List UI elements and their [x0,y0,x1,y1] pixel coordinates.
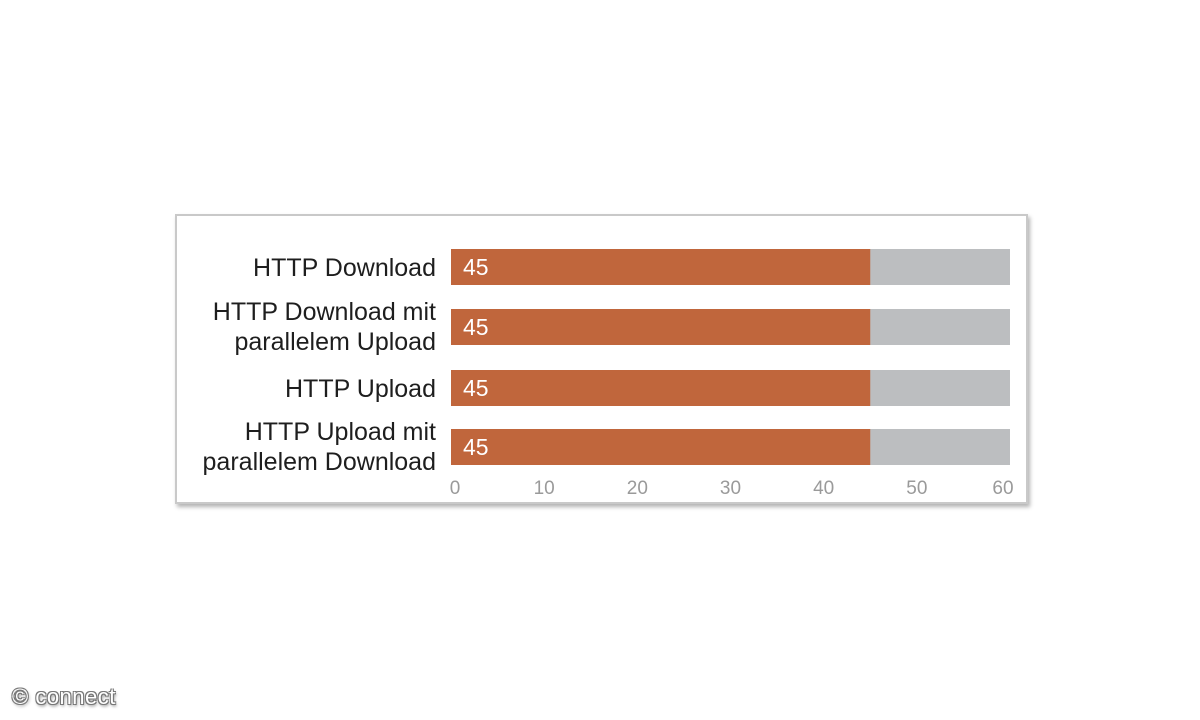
x-tick-label: 40 [813,478,834,499]
category-label: HTTP Download [253,254,436,282]
x-tick-label: 20 [627,478,648,499]
x-tick-label: 50 [906,478,927,499]
bar [451,370,871,406]
category-label: parallelem Download [203,448,436,476]
x-tick-label: 0 [450,478,461,499]
bar [451,309,871,345]
bar-value-label: 45 [463,375,489,401]
bar-value-label: 45 [463,314,489,340]
x-tick-label: 10 [534,478,555,499]
x-tick-label: 60 [992,478,1013,499]
category-label: HTTP Upload mit [245,418,436,446]
category-label: HTTP Upload [285,375,436,403]
category-label: parallelem Upload [234,328,436,356]
category-label: HTTP Download mit [213,298,436,326]
chart-card: 45 HTTP Download 45 HTTP Download mit parall… [175,214,1028,504]
x-tick-label: 30 [720,478,741,499]
bar-value-label: 45 [463,434,489,460]
bar [451,429,871,465]
bar-value-label: 45 [463,254,489,280]
bar [451,249,871,285]
copyright-watermark: © connect [12,684,116,709]
